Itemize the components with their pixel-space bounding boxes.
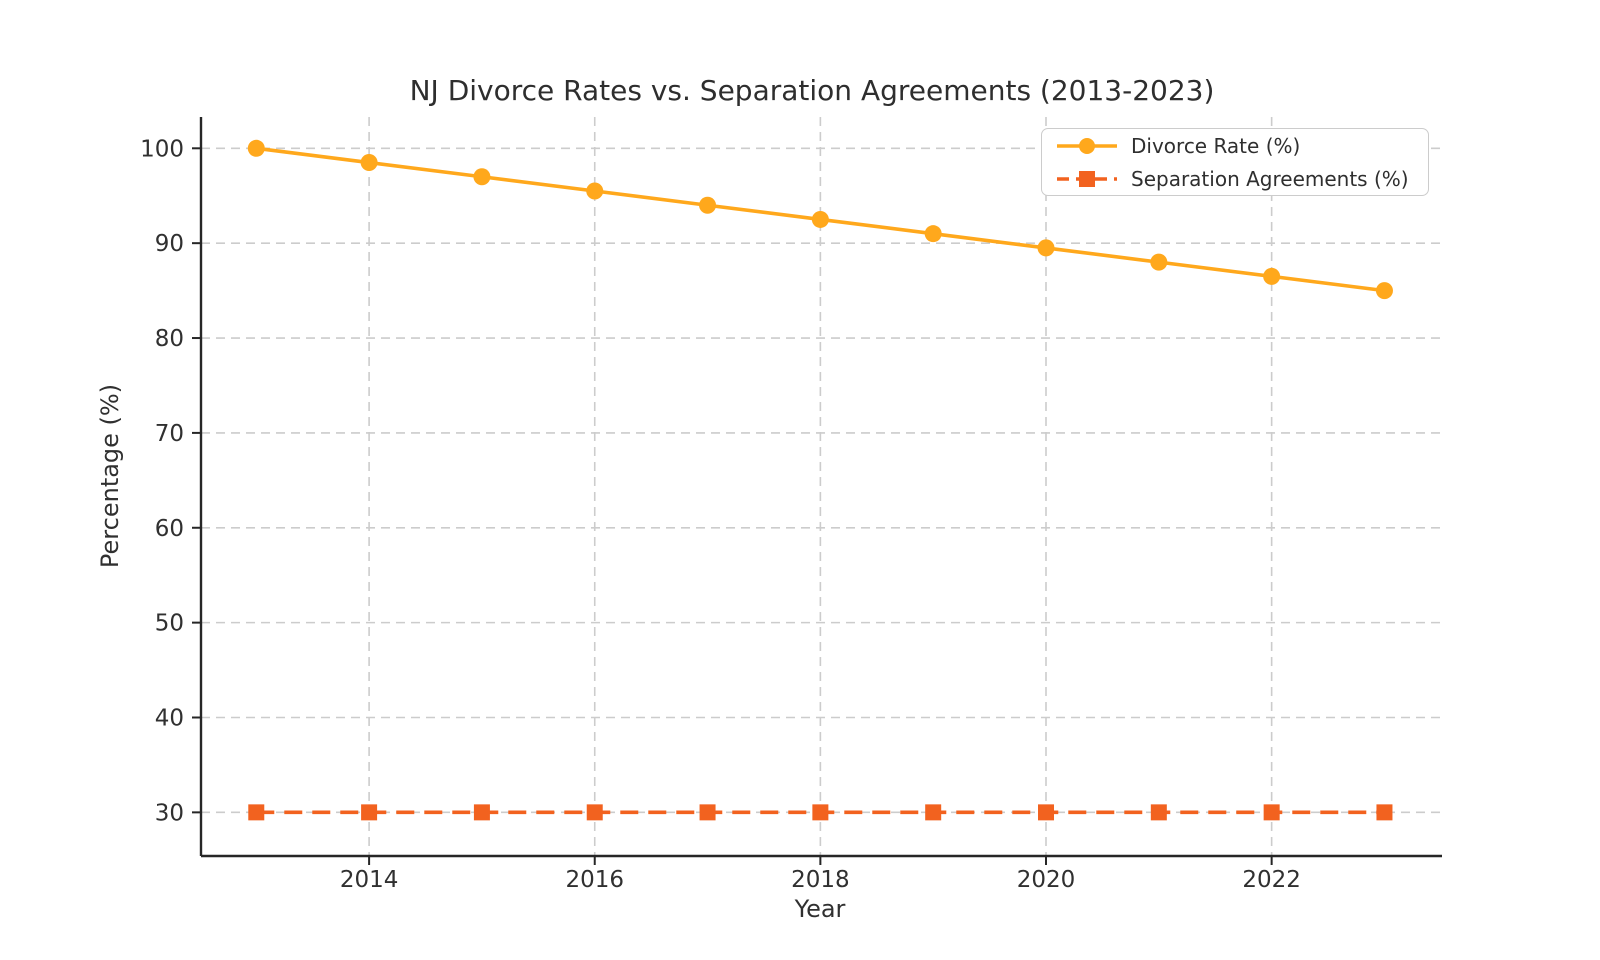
legend-item-separation-agreements: Separation Agreements (%) [1055, 163, 1428, 194]
legend-swatch-solid-circle [1057, 137, 1117, 154]
data-point-circle [360, 154, 378, 172]
data-point-circle [811, 210, 829, 228]
data-point-square [361, 804, 378, 821]
data-point-square [473, 804, 490, 821]
x-tick-label: 2018 [791, 867, 850, 893]
x-tick-label: 2022 [1242, 867, 1301, 893]
legend-item-divorce-rate: Divorce Rate (%) [1055, 130, 1428, 161]
data-point-square [699, 804, 716, 821]
x-tick-label: 2016 [565, 867, 624, 893]
y-tick-label: 40 [155, 705, 184, 731]
data-point-circle [699, 196, 717, 214]
x-tick-label: 2020 [1017, 867, 1076, 893]
data-point-square [1263, 804, 1280, 821]
legend: Divorce Rate (%) Separation Agreements (… [1041, 128, 1429, 196]
y-tick-label: 70 [155, 421, 184, 447]
axes-layer: 30 40 50 60 70 80 90 100 2014 2016 2018 2020 2022 [140, 117, 1442, 893]
y-tick-label: 30 [155, 800, 184, 826]
data-point-square [586, 804, 603, 821]
data-point-circle [473, 168, 491, 186]
x-axis-label: Year [794, 895, 846, 923]
data-point-square [925, 804, 942, 821]
chart-title: NJ Divorce Rates vs. Separation Agreemen… [410, 74, 1215, 107]
data-point-circle [247, 139, 265, 157]
data-point-square [1150, 804, 1167, 821]
data-point-square [812, 804, 829, 821]
data-point-circle [1263, 267, 1281, 285]
y-axis-label: Percentage (%) [96, 384, 124, 568]
data-point-square [1376, 804, 1393, 821]
grid-layer [201, 117, 1442, 856]
y-tick-label: 90 [155, 231, 184, 257]
series-layer [247, 139, 1393, 821]
data-point-circle [1150, 253, 1168, 271]
data-point-circle [1375, 282, 1393, 300]
x-tick-label: 2014 [340, 867, 399, 893]
y-tick-label: 50 [155, 611, 184, 637]
legend-label-divorce-rate: Divorce Rate (%) [1131, 133, 1301, 158]
data-point-square [1038, 804, 1055, 821]
legend-swatch-dashed-square [1057, 170, 1117, 187]
data-point-circle [586, 182, 604, 200]
y-tick-label: 60 [155, 516, 184, 542]
y-tick-label: 100 [140, 136, 184, 162]
data-point-circle [1037, 239, 1055, 257]
legend-label-separation-agreements: Separation Agreements (%) [1131, 166, 1409, 191]
data-point-circle [924, 225, 942, 243]
data-point-square [248, 804, 265, 821]
y-tick-label: 80 [155, 326, 184, 352]
